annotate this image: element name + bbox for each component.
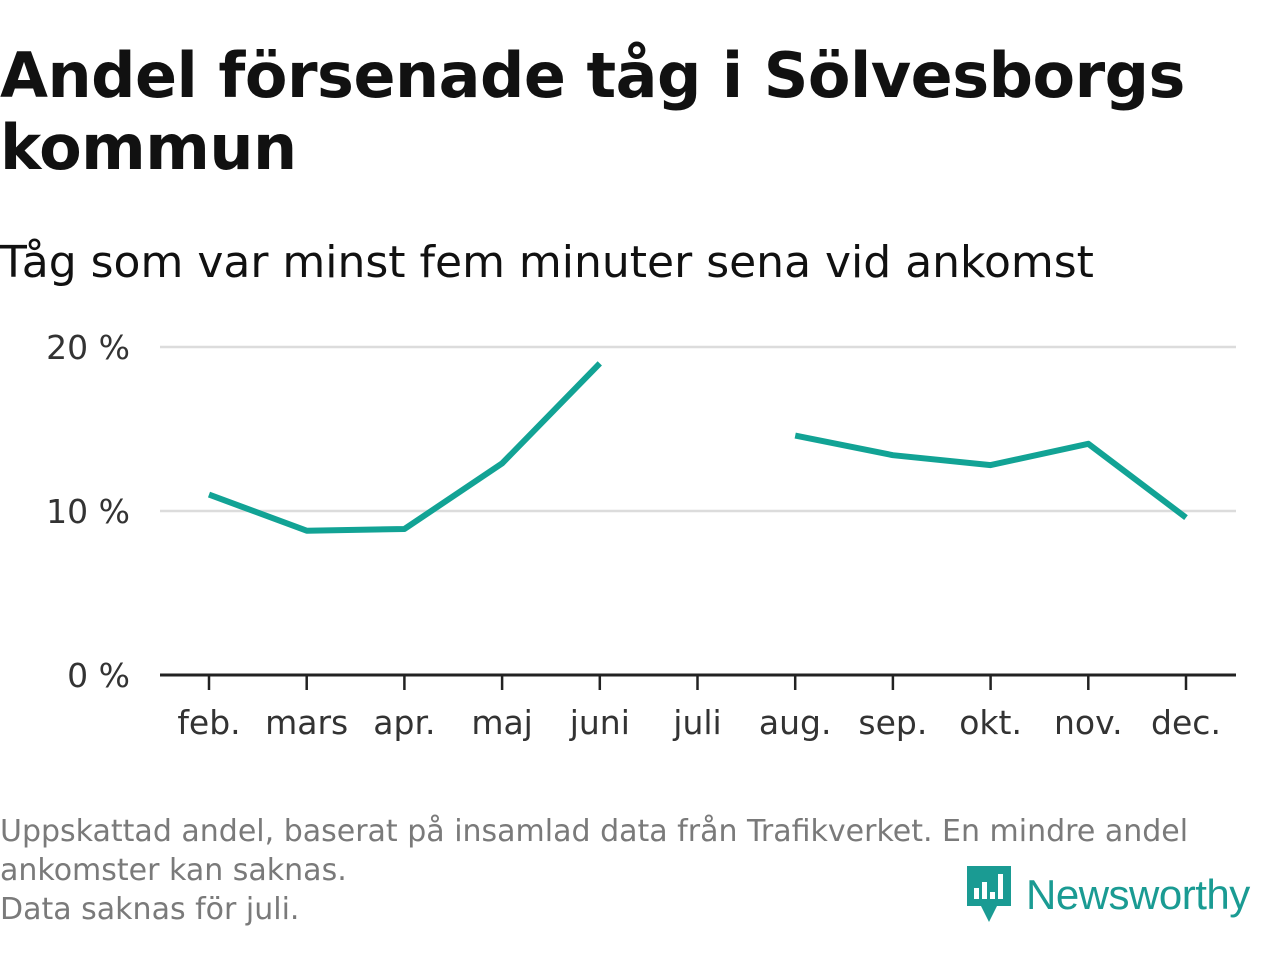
x-tick-label: dec. [1151,703,1221,742]
footer-note-line: ankomster kan saknas. [0,853,347,888]
line-chart: 0 % 10 % 20 % feb. mars apr. maj juni juli aug. s… [46,328,1236,742]
y-tick-label: 0 % [67,656,130,695]
x-tick-label: mars [265,703,348,742]
series-line [794,432,1188,520]
x-tick-label: okt. [959,703,1022,742]
footer-note-line: Data saknas för juli. [0,892,300,927]
y-tick-label: 20 % [46,328,130,367]
logo-text: Newsworthy [1026,871,1250,918]
x-tick-label: sep. [858,703,927,742]
chart-subtitle: Tåg som var minst fem minuter sena vid a… [0,237,1094,288]
footer-note-line: Uppskattad andel, baserat på insamlad da… [0,814,1189,849]
x-tick-label: aug. [759,703,832,742]
series-line [207,361,602,534]
gridlines [160,345,1236,513]
y-tick-label: 10 % [46,492,130,531]
x-tick-label: nov. [1054,703,1123,742]
series-lines [207,361,1188,534]
x-tick-label: feb. [177,703,240,742]
x-tick-label: maj [471,703,533,742]
x-tick-label: juni [569,703,630,742]
y-axis-ticks: 0 % 10 % 20 % [46,328,130,695]
chart-title: Andel försenade tåg i Sölvesborgs kommun [0,39,1185,184]
footer-note: Uppskattad andel, baserat på insamlad da… [0,812,1270,929]
x-tick-label: juli [672,703,721,742]
x-tick-label: apr. [373,703,435,742]
newsworthy-logo[interactable]: Newsworthy [964,864,1250,926]
newsworthy-logo-icon [967,866,1011,922]
x-axis-ticks: feb. mars apr. maj juni juli aug. sep. okt. nov. d… [177,675,1221,742]
